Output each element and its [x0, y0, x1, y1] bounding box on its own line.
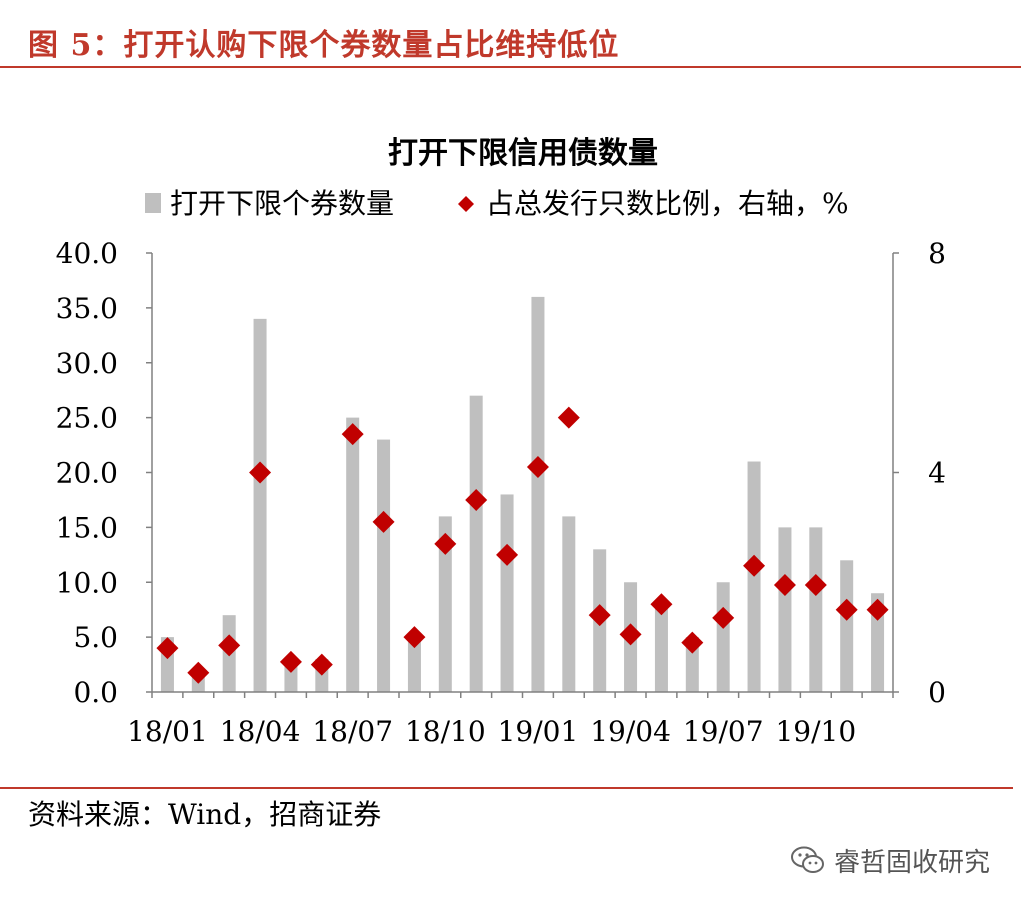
scatter-point — [372, 510, 395, 533]
bar — [438, 516, 452, 692]
bar — [654, 604, 668, 692]
figure-title: 图 5：打开认购下限个券数量占比维持低位 — [28, 28, 620, 63]
bar — [407, 637, 421, 692]
wechat-icon — [791, 846, 824, 873]
legend-bar-label: 打开下限个券数量 — [170, 187, 394, 220]
top-rule — [0, 66, 1021, 68]
scatter-point — [403, 626, 426, 649]
left-tick-label: 20.0 — [56, 457, 118, 490]
source-note: 资料来源：Wind，招商证券 — [28, 798, 382, 831]
bar — [716, 582, 730, 692]
x-tick-label: 18/01 — [127, 715, 208, 748]
scatter-point — [218, 634, 241, 657]
scatter-point — [650, 593, 673, 616]
bar — [469, 395, 483, 692]
scatter-point — [773, 573, 796, 596]
scatter-point — [310, 653, 333, 676]
chart: 打开下限信用债数量 打开下限个券数量 占总发行只数比例，右轴，% 0.0 5.0 1… — [56, 136, 946, 748]
scatter-point — [681, 631, 704, 654]
x-tick-label: 19/10 — [775, 715, 856, 748]
scatter-point — [743, 554, 766, 577]
legend-scatter-label: 占总发行只数比例，右轴，% — [486, 187, 849, 220]
scatter-point — [712, 606, 735, 629]
x-tick-label: 18/10 — [405, 715, 486, 748]
scatter-point — [588, 604, 611, 627]
right-tick-label: 8 — [928, 237, 946, 270]
scatter-point — [465, 488, 488, 511]
x-tick-label: 19/01 — [498, 715, 579, 748]
x-tick-label: 18/04 — [220, 715, 301, 748]
legend-bar-swatch — [145, 193, 161, 213]
chart-title: 打开下限信用债数量 — [388, 136, 658, 171]
bar — [840, 560, 854, 692]
left-tick-label: 30.0 — [56, 347, 118, 380]
bar — [871, 593, 885, 692]
left-tick-label: 35.0 — [56, 292, 118, 325]
legend-diamond-swatch — [458, 196, 474, 212]
bar — [500, 494, 514, 692]
scatter-point — [496, 543, 519, 566]
bar — [685, 637, 699, 692]
scatter-point — [249, 461, 272, 484]
bar — [253, 318, 267, 692]
bar — [809, 527, 823, 692]
right-tick-label: 0 — [928, 676, 946, 709]
bottom-rule — [0, 787, 1013, 789]
bar — [377, 439, 391, 692]
bar — [778, 527, 792, 692]
x-tick-label: 19/04 — [590, 715, 671, 748]
left-tick-label: 15.0 — [56, 511, 118, 544]
scatter-point — [619, 623, 642, 646]
scatter-point — [341, 423, 364, 446]
scatter-point — [279, 650, 302, 673]
bar — [346, 417, 360, 692]
left-tick-label: 5.0 — [73, 621, 118, 654]
scatter-point — [866, 598, 889, 621]
watermark-text: 睿哲固收研究 — [834, 847, 991, 878]
scatter-point — [557, 406, 580, 429]
left-tick-label: 40.0 — [56, 237, 118, 270]
watermark: 睿哲固收研究 — [790, 842, 990, 878]
left-tick-label: 0.0 — [73, 676, 118, 709]
left-tick-label: 25.0 — [56, 402, 118, 435]
right-tick-label: 4 — [928, 457, 946, 490]
scatter-point — [835, 598, 858, 621]
bar — [562, 516, 576, 692]
x-tick-label: 19/07 — [683, 715, 764, 748]
legend: 打开下限个券数量 占总发行只数比例，右轴，% — [145, 187, 849, 220]
scatter-point — [187, 661, 210, 684]
scatter-point — [434, 532, 457, 555]
scatter-point — [156, 637, 179, 660]
scatter-point — [804, 573, 827, 596]
plot-area: 0.0 5.0 10.0 15.0 20.0 25.0 30.0 35.0 40.0 0 4 8 18/… — [56, 237, 946, 748]
scatter-point — [526, 456, 549, 479]
left-tick-label: 10.0 — [56, 566, 118, 599]
x-tick-label: 18/07 — [312, 715, 393, 748]
bar — [531, 296, 545, 692]
